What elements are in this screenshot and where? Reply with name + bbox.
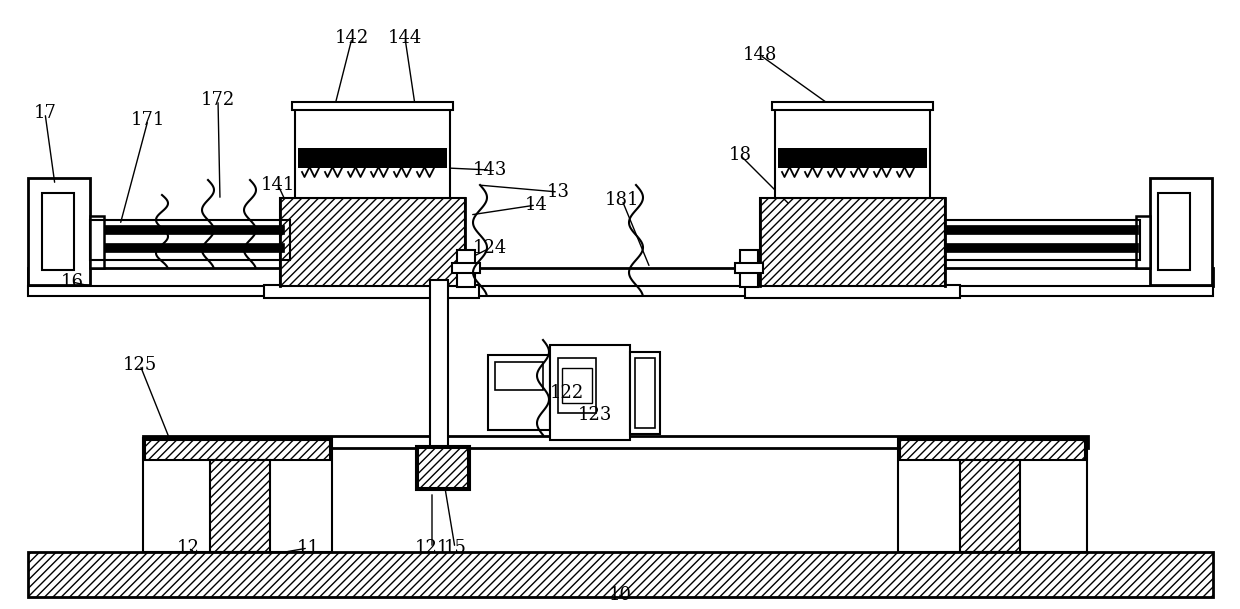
Text: 121: 121 <box>415 539 449 557</box>
Bar <box>145 440 330 460</box>
Text: 172: 172 <box>201 91 236 109</box>
Bar <box>1149 178 1211 285</box>
Text: 144: 144 <box>388 29 422 47</box>
Bar <box>29 286 1213 296</box>
Bar <box>558 358 596 413</box>
Text: 15: 15 <box>444 539 466 557</box>
Bar <box>495 362 543 390</box>
Text: 148: 148 <box>743 46 777 64</box>
Bar <box>900 440 1085 460</box>
Bar <box>104 225 284 234</box>
Bar <box>773 102 932 110</box>
Bar <box>280 198 465 286</box>
Bar <box>210 460 270 552</box>
Text: 124: 124 <box>472 239 507 257</box>
Text: 14: 14 <box>525 196 547 214</box>
Bar <box>551 345 630 440</box>
Text: 142: 142 <box>335 29 370 47</box>
Text: 18: 18 <box>729 146 751 164</box>
Bar <box>562 368 591 403</box>
Bar <box>630 352 660 434</box>
Bar <box>91 220 290 260</box>
Text: 123: 123 <box>578 406 613 424</box>
Bar <box>635 358 655 428</box>
Text: 11: 11 <box>296 539 320 557</box>
Bar <box>898 438 1087 552</box>
Text: 13: 13 <box>547 183 569 201</box>
Bar <box>489 355 551 430</box>
Bar <box>775 105 930 198</box>
Bar <box>29 552 1213 597</box>
Bar <box>291 102 453 110</box>
Text: 143: 143 <box>472 161 507 179</box>
Bar <box>1158 193 1190 270</box>
Bar <box>945 225 1138 234</box>
Bar <box>264 285 479 298</box>
Bar <box>1136 216 1149 268</box>
Bar <box>415 446 470 490</box>
Bar <box>298 148 446 168</box>
Text: 17: 17 <box>33 104 57 122</box>
Bar <box>91 216 104 268</box>
Bar <box>42 193 74 270</box>
Text: 181: 181 <box>605 191 640 209</box>
Bar <box>745 285 960 298</box>
Text: 122: 122 <box>549 384 584 402</box>
Bar <box>29 178 91 285</box>
Bar <box>104 243 284 252</box>
Bar <box>945 220 1140 260</box>
Text: 125: 125 <box>123 356 157 374</box>
Bar <box>945 243 1138 252</box>
Bar <box>777 148 928 168</box>
Bar <box>735 263 763 273</box>
Bar <box>298 108 446 148</box>
Text: 16: 16 <box>61 273 83 291</box>
Bar <box>777 108 928 148</box>
Text: 10: 10 <box>609 586 631 604</box>
Bar <box>760 198 945 286</box>
Bar <box>295 105 450 198</box>
Bar <box>430 280 448 448</box>
Text: 141: 141 <box>260 176 295 194</box>
Bar <box>418 448 467 488</box>
Bar <box>143 438 332 552</box>
Text: 171: 171 <box>130 111 165 129</box>
Bar <box>29 268 1213 286</box>
Bar <box>453 263 480 273</box>
Bar <box>458 250 475 287</box>
Text: 12: 12 <box>176 539 200 557</box>
Bar <box>960 460 1021 552</box>
Bar <box>143 436 1087 448</box>
Bar <box>740 250 758 287</box>
